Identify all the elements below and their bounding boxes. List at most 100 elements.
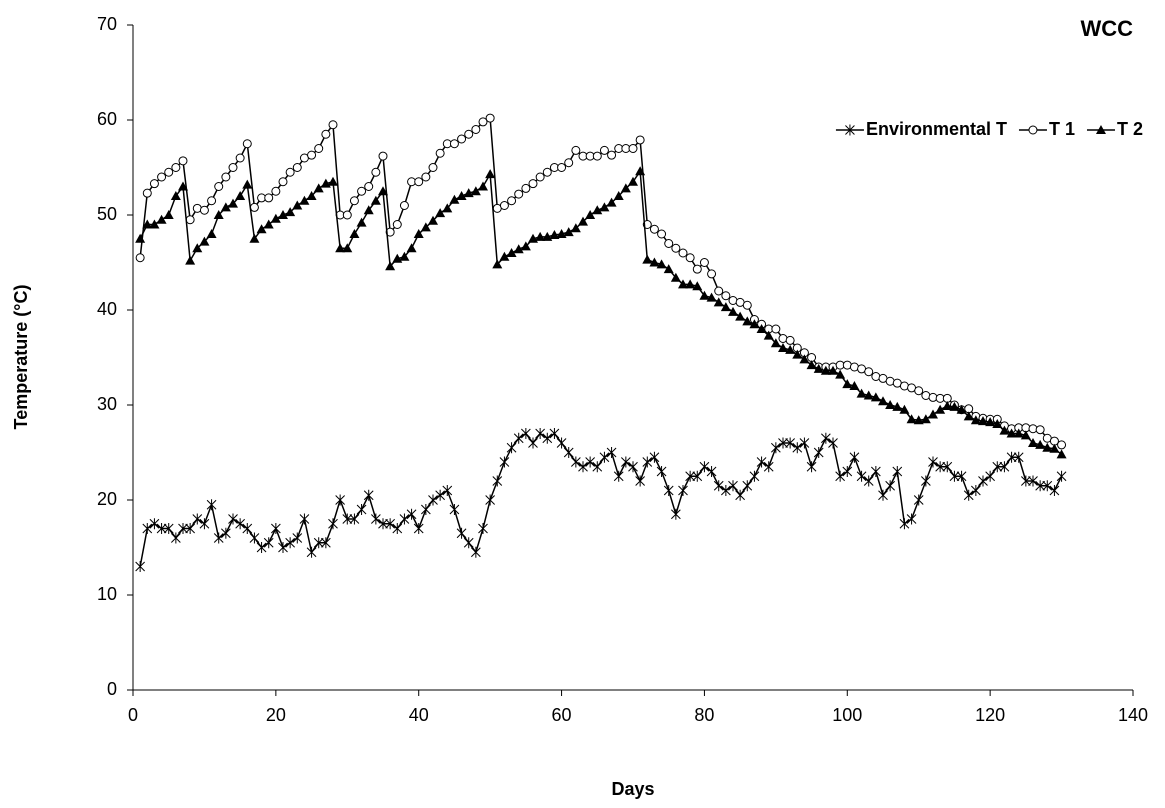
marker-star (163, 523, 174, 534)
marker-shape (978, 416, 988, 426)
marker-shape (314, 144, 324, 153)
marker-shape (792, 349, 803, 359)
marker-star (271, 523, 281, 534)
marker-triangle (356, 217, 367, 227)
marker-shape (649, 257, 660, 267)
marker-shape (913, 415, 924, 425)
marker-circle (371, 167, 381, 177)
x-tick-label: 80 (694, 705, 714, 725)
marker-shape (478, 117, 488, 127)
marker-shape (906, 513, 917, 525)
y-tick-label: 60 (97, 109, 117, 129)
marker-star (1049, 485, 1060, 496)
marker-star (513, 432, 524, 444)
marker-shape (763, 330, 774, 340)
marker-shape (328, 120, 338, 130)
y-tick-label: 10 (97, 584, 117, 604)
legend-label: T 1 (1049, 119, 1075, 139)
marker-circle (599, 145, 609, 155)
marker-shape (235, 191, 246, 200)
marker-shape (649, 224, 659, 234)
marker-star (149, 518, 160, 530)
marker-triangle (656, 259, 667, 269)
marker-triangle (885, 400, 896, 409)
marker-star (342, 513, 353, 525)
marker-star (142, 523, 153, 534)
marker-circle (571, 145, 581, 155)
marker-shape (599, 145, 609, 155)
marker-circle (221, 172, 231, 182)
marker-star (456, 527, 467, 539)
marker-shape (428, 494, 438, 506)
marker-shape (499, 201, 509, 210)
marker-circle (307, 150, 317, 160)
marker-shape (713, 480, 724, 492)
marker-shape (463, 537, 474, 549)
marker-circle (449, 139, 459, 149)
marker-star (985, 470, 995, 482)
marker-triangle (649, 257, 660, 267)
marker-star (521, 428, 531, 439)
marker-shape (963, 489, 974, 501)
marker-shape (135, 253, 145, 263)
marker-triangle (185, 255, 196, 265)
marker-shape (856, 470, 867, 482)
marker-star (763, 461, 774, 473)
marker-star (249, 532, 260, 544)
marker-shape (771, 442, 781, 454)
marker-shape (678, 485, 688, 496)
marker-shape (221, 172, 231, 182)
marker-triangle (1049, 443, 1060, 453)
marker-shape (356, 504, 367, 515)
marker-circle (771, 324, 781, 334)
marker-star (999, 461, 1010, 473)
marker-triangle (778, 343, 788, 352)
marker-star (278, 542, 288, 553)
marker-shape (242, 523, 253, 534)
marker-shape (664, 239, 674, 248)
marker-star (671, 508, 681, 520)
marker-shape (642, 254, 653, 264)
marker-star (349, 513, 360, 525)
marker-shape (178, 156, 188, 166)
marker-circle (471, 125, 481, 134)
marker-triangle (635, 166, 646, 176)
marker-star (356, 504, 367, 515)
marker-circle (235, 153, 245, 163)
marker-shape (242, 139, 252, 149)
marker-shape (328, 176, 338, 186)
marker-star (849, 451, 860, 463)
marker-shape (385, 261, 396, 271)
marker-shape (720, 302, 731, 312)
marker-star (171, 532, 181, 544)
marker-shape (292, 532, 303, 544)
marker-shape (449, 504, 460, 515)
marker-circle (678, 248, 688, 258)
marker-shape (992, 461, 1003, 473)
marker-circle (507, 196, 517, 206)
marker-star (221, 527, 231, 539)
marker-star (135, 561, 145, 572)
marker-shape (828, 365, 838, 375)
marker-shape (585, 210, 596, 219)
marker-shape (756, 324, 767, 333)
marker-shape (663, 264, 674, 274)
marker-star (835, 470, 845, 482)
marker-star (992, 461, 1003, 473)
marker-shape (799, 354, 810, 364)
marker-triangle (792, 349, 803, 359)
marker-shape (435, 489, 445, 501)
marker-triangle (413, 229, 424, 238)
marker-shape (471, 125, 481, 134)
marker-shape (942, 461, 953, 473)
marker-shape (606, 447, 617, 458)
marker-circle (271, 186, 281, 196)
marker-star (592, 461, 603, 473)
marker-triangle (242, 179, 253, 189)
marker-star (649, 451, 660, 463)
marker-star (842, 466, 853, 477)
marker-shape (249, 532, 260, 544)
marker-shape (357, 186, 367, 196)
marker-triangle (420, 222, 431, 232)
marker-triangle (170, 191, 181, 200)
